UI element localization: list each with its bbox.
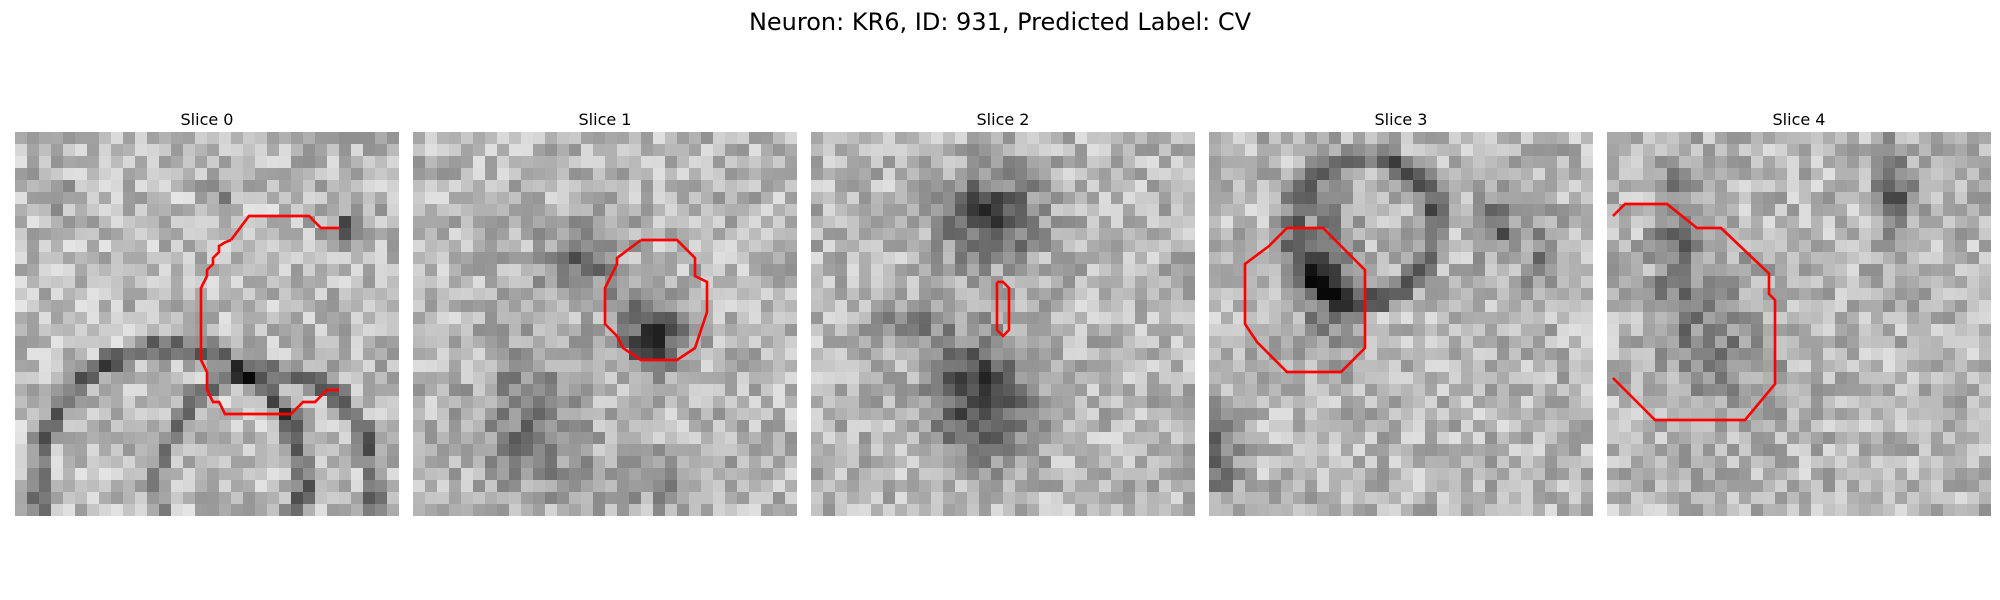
contour-outline-3 [1243,226,1367,374]
slice-title-1: Slice 1 [578,110,632,129]
slice-image-1 [413,132,797,516]
slice-panel-2: Slice 2 [811,108,1195,516]
slice-title-2: Slice 2 [976,110,1030,129]
slice-panel-0: Slice 0 [15,108,399,516]
slice-panel-3: Slice 3 [1209,108,1593,516]
slice-image-4 [1607,132,1991,516]
slice-panel-4: Slice 4 [1607,108,1991,516]
slice-panel-1: Slice 1 [413,108,797,516]
slice-title-4: Slice 4 [1772,110,1826,129]
contour-outline-4 [1612,202,1777,422]
contour-outline-0b [199,238,339,416]
figure-title: Neuron: KR6, ID: 931, Predicted Label: C… [748,8,1252,36]
slice-image-2 [811,132,1195,516]
slice-image-3 [1209,132,1593,516]
contour-outline-2 [995,280,1011,338]
slice-title-0: Slice 0 [180,110,234,129]
contour-outline-0 [229,214,339,241]
slice-title-3: Slice 3 [1374,110,1428,129]
slice-image-0 [15,132,399,516]
contour-outline-1 [603,238,709,362]
